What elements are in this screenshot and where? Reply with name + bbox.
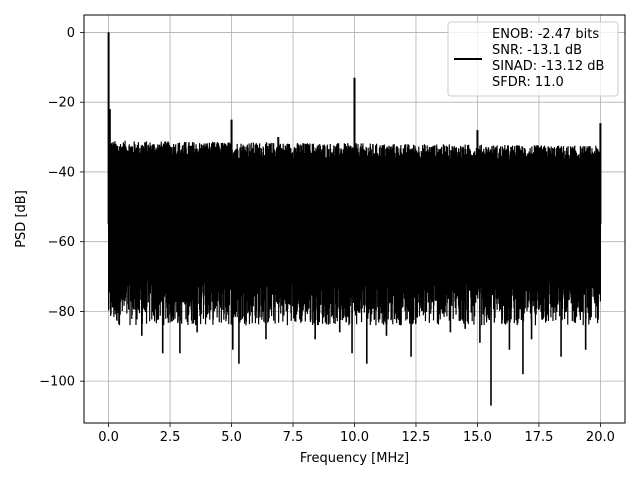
legend-box — [447, 21, 619, 97]
x-tick-label-5: 12.5 — [402, 430, 431, 445]
psd-series-line — [107, 140, 602, 326]
x-tick-label-8: 20.0 — [586, 430, 615, 445]
y-tick-label-3: −60 — [48, 235, 75, 250]
legend-snr-text: SNR: -13.1 dB — [492, 43, 582, 58]
y-tick-label-1: −20 — [48, 96, 75, 111]
x-tick-label-4: 10.0 — [340, 430, 369, 445]
x-tick-label-7: 17.5 — [524, 430, 553, 445]
x-tick-label-3: 7.5 — [283, 430, 304, 445]
legend: ENOB: -2.47 bits SNR: -13.1 dB SINAD: -1… — [447, 21, 619, 97]
x-tick-label-6: 15.0 — [463, 430, 492, 445]
y-tick-label-5: −100 — [39, 375, 75, 390]
x-tick-label-0: 0.0 — [98, 430, 119, 445]
x-tick-label-2: 5.0 — [221, 430, 242, 445]
y-tick-label-2: −40 — [48, 165, 75, 180]
legend-sfdr-text: SFDR: 11.0 — [492, 75, 564, 90]
legend-sinad-text: SINAD: -13.12 dB — [492, 59, 604, 74]
y-axis-label: PSD [dB] — [14, 190, 29, 248]
legend-enob-text: ENOB: -2.47 bits — [492, 27, 599, 42]
x-tick-label-1: 2.5 — [160, 430, 181, 445]
y-tick-label-0: 0 — [67, 26, 75, 41]
data-layer — [107, 32, 602, 406]
y-tick-label-4: −80 — [48, 305, 75, 320]
x-axis-label: Frequency [MHz] — [300, 451, 409, 466]
tick-layer: 0.0 2.5 5.0 7.5 10.0 12.5 15.0 17.5 20.0 0 −20 −40 −… — [39, 26, 615, 445]
